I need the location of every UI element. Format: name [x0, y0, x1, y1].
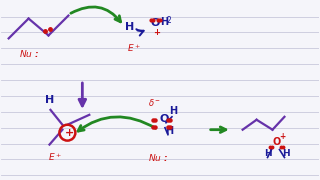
Text: H: H: [265, 149, 272, 158]
Text: H: H: [283, 149, 290, 158]
Text: +: +: [279, 132, 286, 141]
Text: H: H: [125, 22, 134, 32]
Text: $E^+$: $E^+$: [49, 152, 63, 163]
Text: $\delta^-$: $\delta^-$: [148, 97, 161, 108]
Text: H: H: [45, 95, 55, 105]
Text: O: O: [159, 114, 168, 124]
Text: H: H: [160, 17, 168, 26]
Text: H: H: [169, 106, 177, 116]
Text: O: O: [150, 17, 159, 28]
Text: +: +: [64, 128, 74, 138]
Text: H: H: [165, 126, 173, 136]
Text: $E^+$: $E^+$: [127, 43, 141, 54]
Text: O: O: [273, 137, 281, 147]
Text: 2: 2: [167, 15, 172, 24]
Text: $Nu$ :: $Nu$ :: [148, 152, 169, 163]
Text: $Nu$ :: $Nu$ :: [19, 48, 39, 59]
Text: +: +: [153, 28, 160, 37]
